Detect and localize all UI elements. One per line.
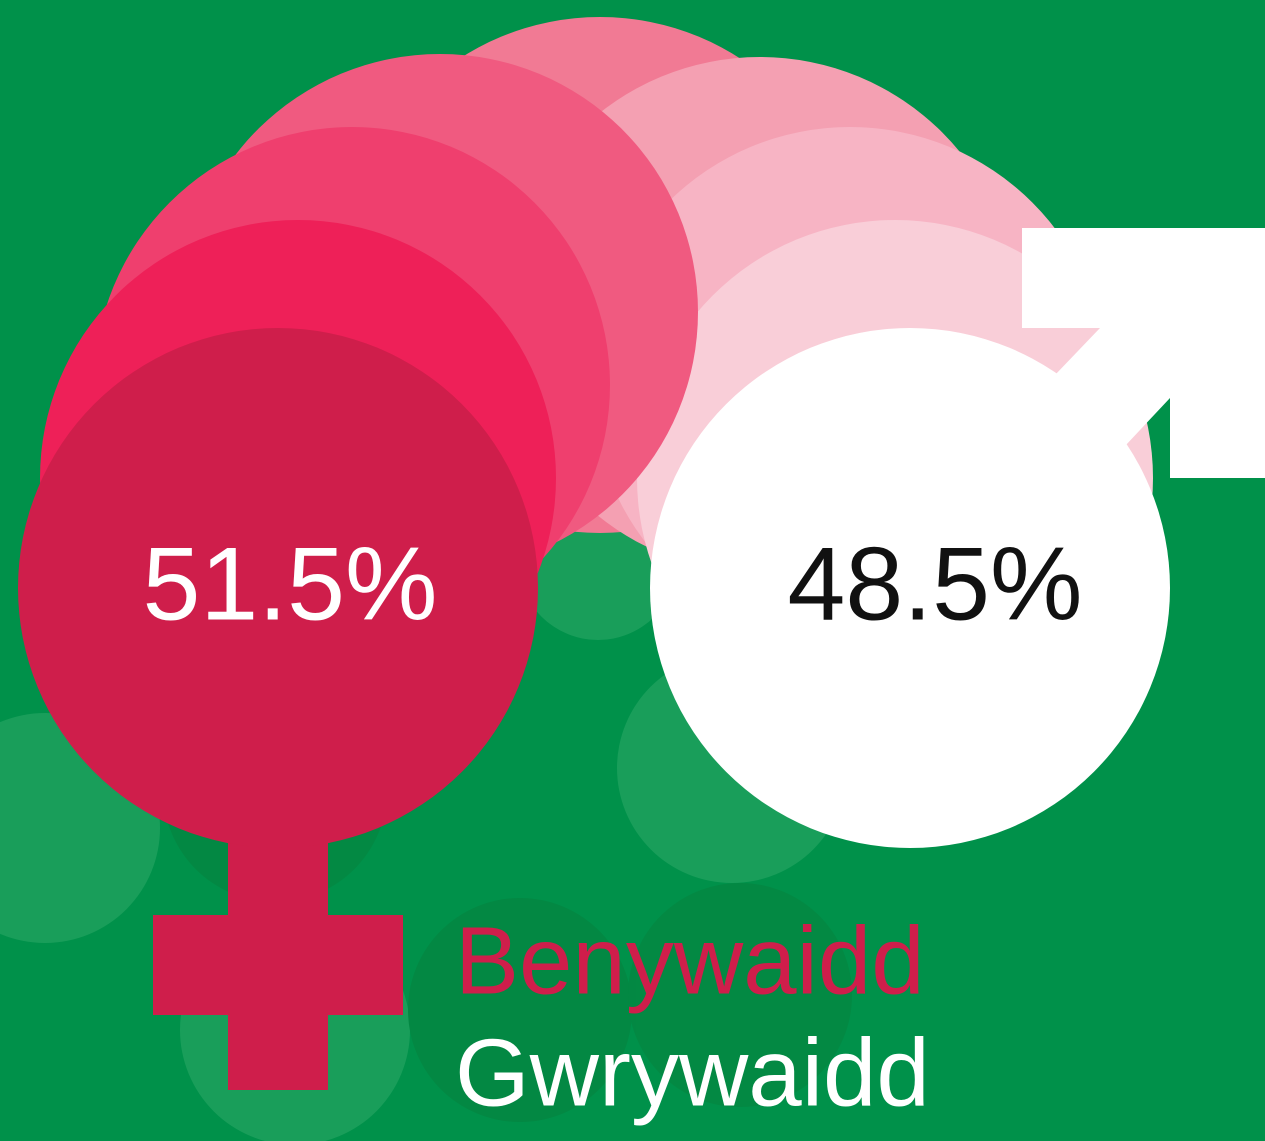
female-percentage: 51.5% <box>143 526 438 642</box>
female-crossbar <box>153 915 403 1015</box>
male-percentage: 48.5% <box>788 526 1083 642</box>
male-label: Gwrywaidd <box>455 1019 930 1126</box>
infographic: 51.5% 48.5% Benywaidd Gwrywaidd <box>0 0 1265 1141</box>
female-label: Benywaidd <box>455 907 925 1014</box>
